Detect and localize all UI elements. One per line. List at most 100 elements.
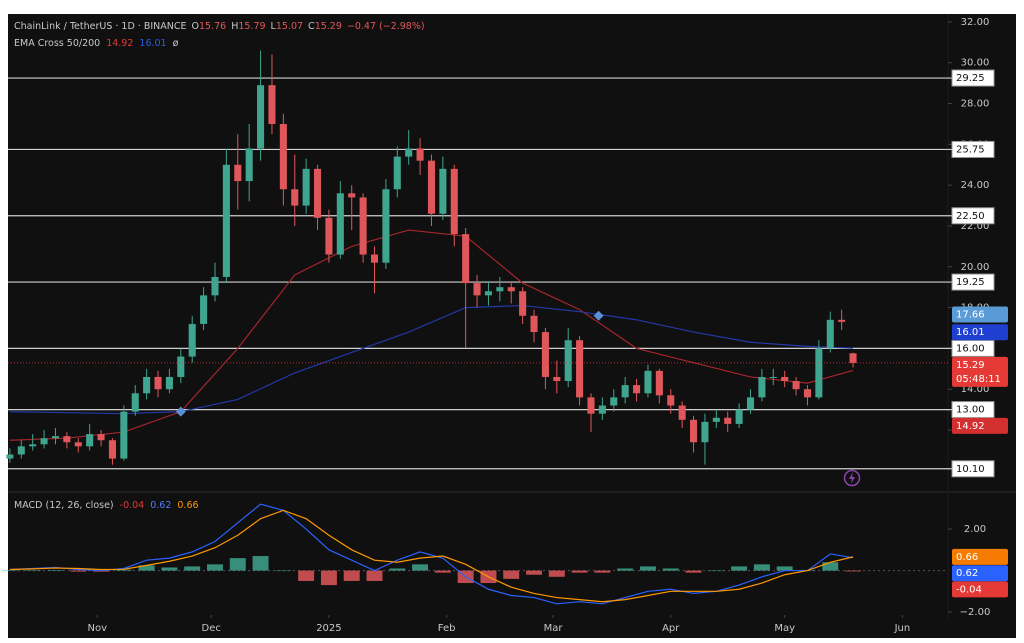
- macd-value: 0.66: [177, 500, 198, 511]
- candle-body: [633, 385, 641, 394]
- ohlc-value: 15.07: [276, 21, 303, 32]
- histogram-bar: [366, 570, 383, 581]
- candle-body: [427, 160, 436, 214]
- candle-body: [359, 197, 367, 255]
- histogram-bar: [207, 564, 223, 571]
- candle-body: [553, 376, 561, 382]
- histogram-bar: [503, 570, 520, 579]
- candle-body: [621, 385, 629, 398]
- level-label: 19.25: [956, 277, 985, 288]
- level-label-box: [951, 339, 995, 357]
- candle-body: [655, 370, 663, 396]
- price-tag: -0.04: [956, 584, 982, 595]
- histogram-bar: [731, 566, 748, 571]
- y-tick-label: 14.00: [961, 384, 990, 395]
- ema-line: [9, 304, 854, 415]
- histogram-bar: [526, 570, 542, 575]
- level-label-box: [951, 207, 995, 225]
- price-tag-box: [952, 324, 1008, 341]
- macd-header: MACD (12, 26, close) -0.04 0.62 0.66: [14, 500, 199, 511]
- candle-body: [667, 395, 675, 406]
- candle-body: [769, 376, 777, 378]
- candle-body: [74, 442, 82, 447]
- indicator-title: EMA Cross 50/200: [14, 38, 100, 49]
- macd-title: MACD (12, 26, close): [14, 500, 114, 511]
- price-tag-box: [952, 565, 1008, 582]
- candle-body: [336, 193, 344, 255]
- macd-line: [9, 509, 854, 603]
- ohlc-value: 15.79: [238, 21, 265, 32]
- candle-body: [541, 332, 549, 377]
- histogram-bar: [548, 570, 565, 577]
- candle-body: [291, 189, 299, 206]
- y-tick-label: 20.00: [961, 262, 990, 273]
- candle-body: [587, 397, 595, 414]
- candle-body: [222, 164, 230, 277]
- x-tick-label: Apr: [662, 623, 680, 634]
- level-label: 16.00: [956, 343, 985, 354]
- ohlc-value: 15.29: [315, 21, 342, 32]
- histogram-bar: [184, 566, 201, 571]
- x-tick-label: Feb: [438, 623, 456, 634]
- candle-body: [519, 291, 527, 316]
- price-tag-box: [952, 417, 1008, 434]
- candle-body: [234, 164, 242, 182]
- candle-body: [815, 348, 823, 398]
- cross-marker: [175, 406, 186, 417]
- ema-line: [9, 229, 854, 441]
- histogram-bar: [70, 570, 87, 572]
- cross-marker: [593, 310, 604, 321]
- candle-body: [701, 421, 709, 443]
- candle-body: [108, 440, 116, 459]
- candle-body: [370, 254, 379, 263]
- alert-icon[interactable]: [843, 469, 861, 487]
- candle-body: [849, 353, 857, 363]
- price-tag: 0.62: [956, 568, 978, 579]
- ohlc-label: C: [308, 21, 315, 32]
- candle-body: [382, 189, 390, 263]
- candle-body: [678, 405, 686, 420]
- y-tick-label: 32.00: [961, 17, 990, 28]
- ohlc-label: H: [231, 21, 238, 32]
- y-tick-label: 28.00: [961, 99, 990, 110]
- candle-body: [450, 168, 458, 235]
- x-tick-label: Mar: [544, 623, 564, 634]
- price-tag-box: [952, 548, 1008, 565]
- histogram-bar: [571, 570, 588, 573]
- price-tag-box: [952, 356, 1008, 387]
- histogram-bar: [412, 564, 429, 571]
- candle-body: [154, 376, 162, 390]
- price-tag: 17.66: [956, 310, 985, 321]
- candle-body: [644, 370, 652, 394]
- level-label-box: [951, 273, 995, 291]
- candle-body: [200, 295, 208, 324]
- candle-body: [564, 340, 572, 382]
- histogram-bar: [47, 569, 64, 571]
- candle-body: [211, 276, 219, 296]
- candle-body: [405, 148, 413, 157]
- candle-body: [735, 409, 743, 424]
- candle-body: [120, 411, 128, 459]
- candle-body: [131, 393, 139, 412]
- candle-body: [838, 319, 846, 322]
- candle-body: [165, 376, 173, 390]
- level-label: 29.25: [956, 73, 985, 84]
- macd-value: -0.04: [120, 500, 145, 511]
- x-tick-label: Jun: [894, 623, 911, 634]
- candle-body: [245, 148, 253, 182]
- histogram-bar: [617, 568, 634, 571]
- candle-body: [40, 438, 48, 445]
- candle-body: [507, 287, 515, 292]
- level-label-box: [951, 460, 995, 478]
- candle-body: [712, 417, 720, 422]
- histogram-bar: [161, 567, 178, 571]
- candle-body: [6, 454, 14, 459]
- ohlc-label: O: [192, 21, 199, 32]
- level-label-box: [951, 401, 995, 419]
- histogram-bar: [685, 570, 702, 573]
- level-label: 22.50: [956, 211, 985, 222]
- histogram-bar: [320, 570, 337, 586]
- candle-body: [826, 319, 834, 349]
- histogram-bar: [343, 570, 360, 581]
- ohlc-value: 15.76: [199, 21, 226, 32]
